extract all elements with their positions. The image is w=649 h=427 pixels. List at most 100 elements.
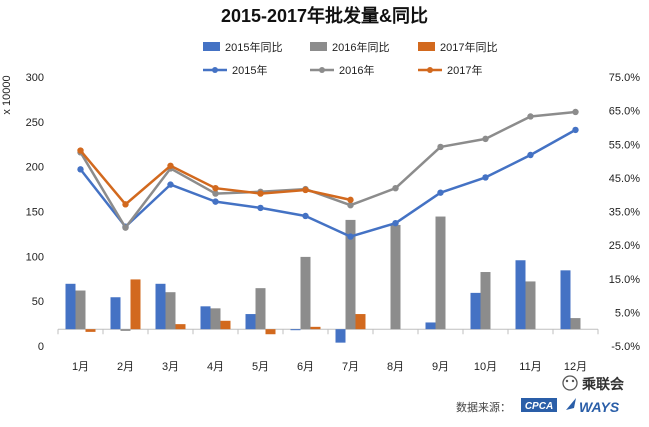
bar xyxy=(200,306,211,330)
x-tick-label: 2月 xyxy=(117,361,134,373)
y-right-tick-label: 15.0% xyxy=(609,274,640,286)
line-point xyxy=(437,143,444,151)
ways-logo: WAYS xyxy=(566,398,620,415)
line-point xyxy=(392,184,399,192)
bar xyxy=(425,322,436,330)
bar xyxy=(560,270,571,330)
brand-badge: 乘联会 xyxy=(562,375,625,392)
bar xyxy=(290,329,301,331)
legend-label: 2015年 xyxy=(232,63,267,77)
line-point xyxy=(167,181,174,188)
line-point xyxy=(347,196,354,204)
x-tick-label: 12月 xyxy=(564,361,587,373)
y-left-tick-label: 50 xyxy=(32,296,44,308)
legend-swatch xyxy=(203,42,220,51)
line-point xyxy=(122,224,129,231)
x-tick-label: 6月 xyxy=(297,361,314,373)
footer: 数据来源： CPCA WAYS 乘联会 xyxy=(456,375,625,415)
line-point xyxy=(212,198,219,205)
y-left-tick-label: 300 xyxy=(26,72,44,84)
legend-label: 2015年同比 xyxy=(225,40,282,54)
line-point xyxy=(347,202,354,209)
y-right-tick-label: 5.0% xyxy=(615,307,640,319)
bar xyxy=(435,216,446,330)
x-tick-label: 9月 xyxy=(432,361,449,373)
cpca-logo-text: CPCA xyxy=(525,401,553,412)
x-tick-label: 5月 xyxy=(252,361,269,373)
chart-title: 2015-2017年批发量&同比 xyxy=(221,5,428,26)
bar xyxy=(245,314,256,330)
bar xyxy=(65,283,76,330)
line-point xyxy=(527,151,534,159)
x-tick-label: 4月 xyxy=(207,361,224,373)
x-tick-label: 11月 xyxy=(519,361,541,373)
line-point xyxy=(302,212,309,220)
line-point xyxy=(482,135,489,143)
bar xyxy=(570,318,581,330)
y-right-tick-label: 75.0% xyxy=(609,72,640,84)
legend-label: 2016年 xyxy=(339,63,374,77)
bar xyxy=(220,320,231,330)
y-right-tick-label: 65.0% xyxy=(609,106,640,118)
bar xyxy=(390,224,401,330)
bar xyxy=(110,297,121,330)
y-left-tick-label: 0 xyxy=(38,341,44,353)
bar xyxy=(155,283,166,330)
y-right-tick-label: 45.0% xyxy=(609,173,640,185)
line-point xyxy=(392,219,399,227)
y-left-tick-label: 100 xyxy=(26,251,44,263)
line-point xyxy=(347,233,354,240)
y-right-tick-label: -5.0% xyxy=(611,341,640,353)
line-point xyxy=(77,166,84,173)
bar xyxy=(525,281,536,330)
legend-marker xyxy=(427,67,433,73)
bar xyxy=(130,279,141,330)
left-axis-label: x 10000 xyxy=(1,75,13,114)
ways-logo-text: WAYS xyxy=(579,399,620,415)
line-series-group xyxy=(77,108,579,240)
legend-label: 2016年同比 xyxy=(332,40,389,54)
bar xyxy=(175,324,186,330)
x-tick-label: 10月 xyxy=(474,361,497,373)
legend-marker xyxy=(319,67,325,73)
line-point xyxy=(302,186,309,194)
bar xyxy=(470,292,481,330)
bar xyxy=(345,219,356,330)
series-line xyxy=(79,110,576,229)
legend-label: 2017年 xyxy=(447,63,482,77)
line-point xyxy=(257,190,264,197)
line-point xyxy=(167,162,174,169)
brand-label: 乘联会 xyxy=(581,376,625,392)
bar xyxy=(300,256,311,330)
ways-logo-mark xyxy=(566,398,576,410)
source-label: 数据来源： xyxy=(456,400,511,414)
bar xyxy=(355,314,366,330)
line-point xyxy=(437,189,444,196)
line-point xyxy=(257,204,264,212)
y-right-tick-label: 55.0% xyxy=(609,139,640,151)
line-point xyxy=(572,108,579,116)
bar xyxy=(335,329,346,343)
line-point xyxy=(572,126,579,134)
y-left-tick-label: 250 xyxy=(26,117,44,129)
legend-marker xyxy=(212,67,218,73)
bar xyxy=(120,329,131,331)
bar xyxy=(480,272,491,330)
series-line xyxy=(79,128,577,238)
line-point xyxy=(527,113,534,120)
y-right-tick-label: 25.0% xyxy=(609,240,640,252)
x-tick-label: 3月 xyxy=(162,361,179,373)
y-right-tick-label: 35.0% xyxy=(609,207,640,219)
line-point xyxy=(212,184,219,192)
bar xyxy=(310,326,321,330)
x-tick-label: 7月 xyxy=(342,361,359,373)
bar xyxy=(265,329,276,335)
x-tick-label: 1月 xyxy=(72,361,89,373)
axes: 0 50 100 150 200 250 300 -5.0% 5.0% 15.0% 25.0% 35.… xyxy=(26,72,641,373)
bar xyxy=(75,290,86,330)
line-point xyxy=(212,190,219,197)
line-point xyxy=(77,147,84,154)
legend-swatch xyxy=(418,42,435,51)
y-left-tick-label: 200 xyxy=(26,162,44,174)
